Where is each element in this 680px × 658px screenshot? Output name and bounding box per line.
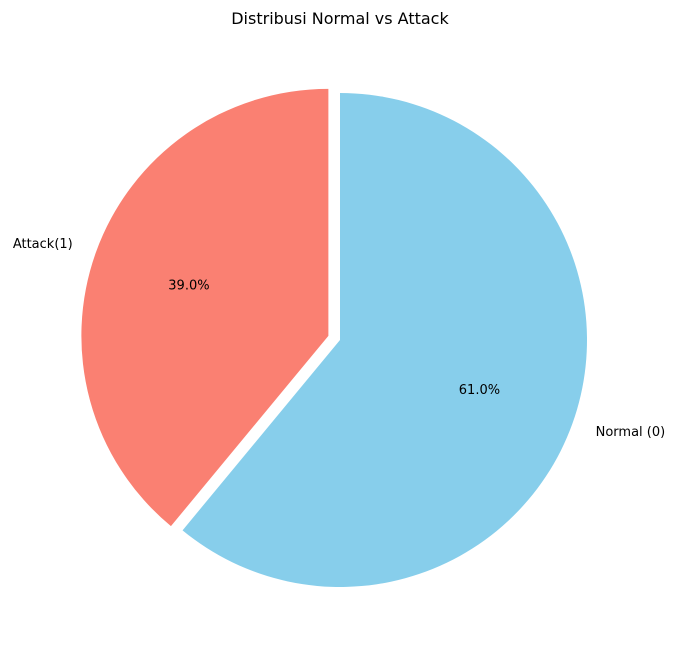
pie-slice-0 [182, 93, 587, 587]
pie-slices: Normal (0) 61.0% Attack(1) 39.0% [13, 88, 666, 587]
slice-percent-1: 39.0% [168, 279, 209, 294]
slice-label-1: Attack(1) [13, 237, 73, 252]
slice-label-0: Normal (0) [596, 425, 666, 440]
chart-title: Distribusi Normal vs Attack [231, 9, 449, 28]
slice-percent-0: 61.0% [459, 383, 500, 398]
pie-slice-1 [81, 88, 329, 527]
